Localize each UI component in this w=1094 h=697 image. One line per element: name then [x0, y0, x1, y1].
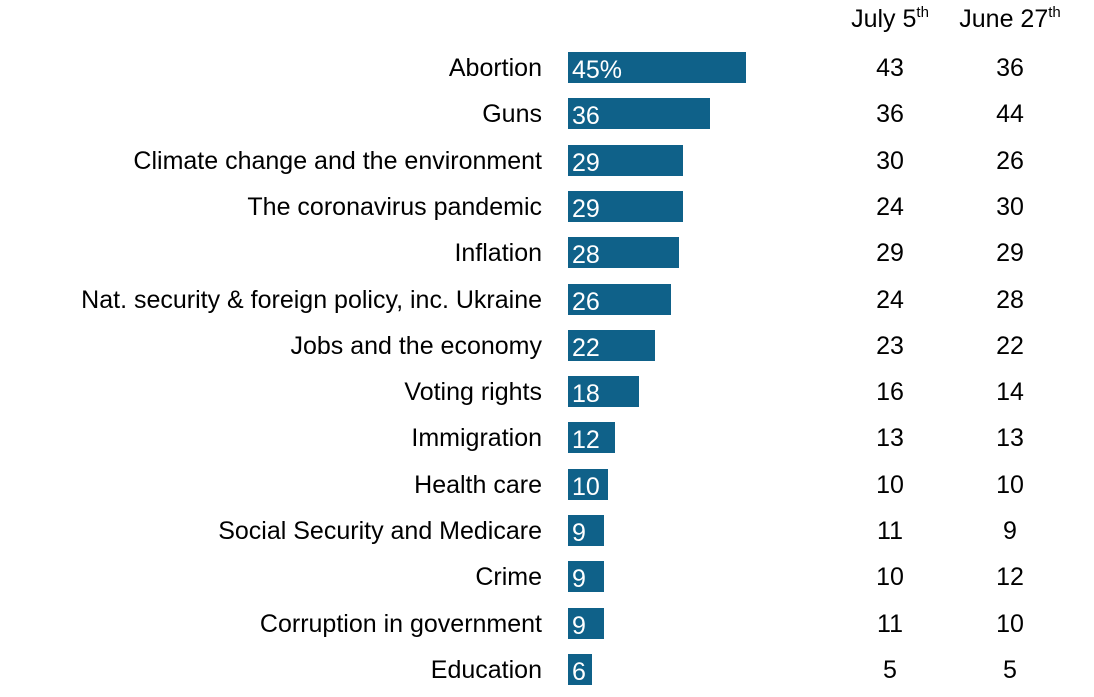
bar-value-label: 29 [572, 148, 600, 177]
june-27-value: 30 [996, 192, 1024, 221]
chart-row: Social Security and Medicare 9 11 9 [0, 508, 1094, 554]
chart-row: Guns 36 36 44 [0, 91, 1094, 137]
chart-row: Immigration 12 13 13 [0, 415, 1094, 461]
bar [568, 607, 604, 639]
category-label: Immigration [411, 424, 542, 453]
bar-value-label: 10 [572, 472, 600, 501]
june-27-value: 26 [996, 146, 1024, 175]
bar [568, 515, 604, 546]
category-label: Nat. security & foreign policy, inc. Ukr… [81, 285, 542, 314]
june-27-value: 12 [996, 563, 1024, 592]
bar-value-label: 9 [572, 565, 586, 594]
july-5-value: 5 [883, 655, 897, 684]
category-label: Climate change and the environment [133, 146, 542, 175]
bar [568, 237, 679, 269]
chart-row: Voting rights 18 16 14 [0, 369, 1094, 415]
july-5-value: 29 [876, 239, 904, 268]
bar [568, 190, 683, 222]
july-5-value: 23 [876, 331, 904, 360]
chart-row: Health care 10 10 10 [0, 462, 1094, 508]
chart-row: The coronavirus pandemic 29 24 30 [0, 184, 1094, 230]
bar-value-label: 9 [572, 519, 586, 547]
june-27-value: 10 [996, 470, 1024, 499]
july-5-value: 24 [876, 285, 904, 314]
bar [568, 283, 671, 315]
chart-row: Inflation 28 29 29 [0, 230, 1094, 276]
july-5-value: 30 [876, 146, 904, 175]
bar [568, 144, 683, 176]
june-27-value: 14 [996, 378, 1024, 407]
june-27-value: 28 [996, 285, 1024, 314]
bar [568, 376, 640, 408]
column-header-july-5-suffix: th [916, 4, 929, 21]
july-5-value: 11 [877, 609, 903, 638]
column-header-july-5-text: July 5 [851, 5, 917, 33]
bar-value-label: 36 [572, 102, 600, 131]
category-label: The coronavirus pandemic [247, 192, 542, 221]
category-label: Inflation [454, 239, 542, 268]
july-5-value: 10 [876, 563, 904, 592]
column-header-june-27-suffix: th [1048, 4, 1061, 21]
bar [568, 468, 608, 500]
column-header-june-27-text: June 27 [959, 5, 1049, 33]
chart-row: Crime 9 10 12 [0, 554, 1094, 600]
july-5-value: 13 [876, 424, 904, 453]
june-27-value: 29 [996, 239, 1024, 268]
june-27-value: 5 [1003, 655, 1017, 684]
bar-value-label: 9 [572, 611, 586, 640]
bar [568, 561, 604, 593]
chart-row: Jobs and the economy 22 23 22 [0, 323, 1094, 369]
bar-value-label: 18 [572, 380, 600, 409]
chart-row: Climate change and the environment 29 30 26 [0, 138, 1094, 184]
category-label: Guns [482, 100, 542, 129]
july-5-value: 24 [876, 192, 904, 221]
chart-row: Corruption in government 9 11 10 [0, 601, 1094, 647]
category-label: Education [430, 655, 542, 684]
july-5-value: 11 [877, 517, 903, 545]
chart-row: Abortion 45% 43 36 [0, 45, 1094, 91]
chart-row: Education 6 5 5 [0, 647, 1094, 693]
bar-value-label: 6 [572, 657, 586, 686]
june-27-value: 10 [996, 609, 1024, 638]
bar-value-label: 45% [572, 56, 623, 84]
july-5-value: 36 [876, 100, 904, 129]
bar [568, 653, 592, 685]
category-label: Jobs and the economy [290, 331, 542, 360]
category-label: Abortion [448, 54, 542, 82]
category-label: Health care [414, 470, 542, 499]
category-label: Crime [475, 563, 542, 592]
bar [568, 98, 711, 130]
bar-value-label: 12 [572, 426, 600, 455]
category-label: Corruption in government [259, 609, 542, 638]
june-27-value: 36 [996, 54, 1024, 82]
july-5-value: 16 [876, 378, 904, 407]
category-label: Voting rights [404, 378, 542, 407]
june-27-value: 44 [996, 100, 1024, 129]
bar [568, 422, 616, 454]
june-27-value: 9 [1003, 517, 1017, 545]
june-27-value: 13 [996, 424, 1024, 453]
bar-value-label: 26 [572, 287, 600, 316]
category-label: Social Security and Medicare [218, 517, 542, 545]
chart-row: Nat. security & foreign policy, inc. Ukr… [0, 277, 1094, 323]
bar [568, 52, 746, 83]
column-header-june-27: June 27th [959, 4, 1060, 34]
bar-value-label: 22 [572, 333, 600, 362]
june-27-value: 22 [996, 331, 1024, 360]
bar-value-label: 28 [572, 241, 600, 270]
july-5-value: 10 [876, 470, 904, 499]
column-header-july-5: July 5th [851, 4, 929, 34]
bar-value-label: 29 [572, 194, 600, 223]
july-5-value: 43 [876, 54, 904, 82]
bar [568, 329, 655, 361]
